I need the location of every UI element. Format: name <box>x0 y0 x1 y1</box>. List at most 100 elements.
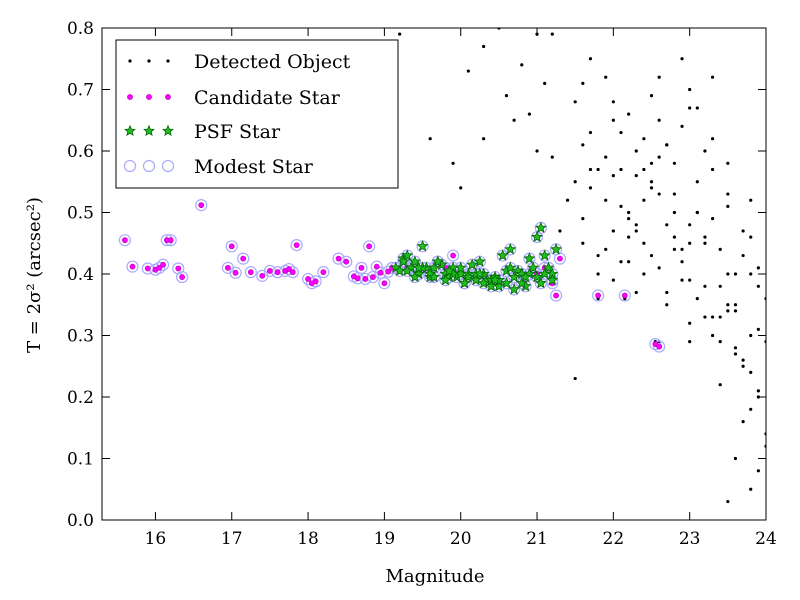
detected-object-point <box>581 143 585 147</box>
detected-object-point <box>588 57 593 61</box>
psf-star-point <box>439 273 452 286</box>
x-tick-label: 20 <box>450 529 472 549</box>
x-tick-label: 17 <box>221 529 243 549</box>
detected-object-point <box>657 75 661 79</box>
detected-object-point <box>726 309 730 313</box>
detected-object-point <box>703 235 707 239</box>
plot-frame <box>101 27 767 521</box>
modest-star-point <box>237 252 250 265</box>
detected-object-point <box>649 94 654 98</box>
detected-object-point <box>710 217 715 221</box>
candidate-star-point <box>293 242 300 248</box>
modest-star-point <box>195 199 208 212</box>
candidate-star-point <box>198 202 205 209</box>
candidate-star-point <box>247 269 254 276</box>
detected-object-point <box>672 192 677 196</box>
detected-object-point <box>703 284 707 288</box>
detected-object-point <box>741 253 745 258</box>
detected-object-point <box>451 161 455 165</box>
modest-star-point <box>446 249 460 262</box>
detected-object-point <box>703 149 707 153</box>
x-axis: 16 17 18 19 20 21 22 23 24 <box>145 28 777 549</box>
candidate-star-point <box>320 269 327 276</box>
psf-star-point <box>469 273 482 286</box>
legend-marker <box>147 59 151 63</box>
detected-object-point <box>710 315 715 319</box>
detected-object-point <box>718 383 722 387</box>
detected-object-point <box>749 487 753 491</box>
psf-star-point <box>527 261 540 273</box>
psf-star-point <box>534 276 547 289</box>
detected-object-point <box>695 297 699 301</box>
detected-object-point <box>627 217 631 221</box>
candidate-star-point <box>354 275 361 282</box>
psf-star-point <box>508 283 521 295</box>
detected-object-point <box>733 352 738 356</box>
detected-object-point <box>703 315 707 319</box>
detected-object-point <box>619 260 623 264</box>
modest-star-point <box>225 240 238 253</box>
detected-object-point <box>634 229 638 233</box>
detected-object-point <box>749 407 753 411</box>
y-axis: 0.0 0.1 0.2 0.3 0.4 0.5 0.6 0.7 0.8 <box>67 19 766 531</box>
detected-object-point <box>634 290 638 295</box>
modest-star-point <box>317 266 330 279</box>
legend-marker <box>123 159 137 173</box>
detected-object-point <box>741 364 745 368</box>
psf-star-point <box>401 264 414 276</box>
detected-object-point <box>703 241 707 245</box>
psf-star-point <box>473 267 486 280</box>
detected-object-point <box>634 223 638 227</box>
x-tick-label: 21 <box>526 529 548 549</box>
y-tick-label: 0.3 <box>67 327 94 347</box>
modest-star-point <box>176 270 189 284</box>
y-tick-label: 0.2 <box>67 388 94 408</box>
candidate-star-point <box>160 261 166 268</box>
psf-star-point <box>397 255 410 267</box>
modest-star-point <box>156 258 170 271</box>
y-tick-label: 0.0 <box>67 511 94 531</box>
detected-object-point <box>733 346 738 350</box>
candidate-star-point <box>156 264 163 271</box>
detected-object-point <box>596 167 600 172</box>
legend-marker <box>143 124 155 137</box>
detected-object-point <box>710 333 715 338</box>
y-tick-label: 0.5 <box>67 204 94 224</box>
psf-star-point <box>462 270 475 283</box>
detected-object-point <box>741 229 745 233</box>
candidate-star-point <box>656 343 663 350</box>
detected-object-point <box>520 63 524 67</box>
detected-object-point <box>649 180 654 184</box>
y-axis-label: T = 2σ² (arcsec²) <box>24 197 45 353</box>
detected-object-point <box>710 137 715 141</box>
detected-object-point <box>642 241 646 245</box>
detected-object-point <box>573 376 577 381</box>
detected-object-point <box>581 241 585 245</box>
modest-star-point <box>550 289 563 302</box>
detected-object-point <box>657 118 661 122</box>
detected-object-point <box>756 266 760 270</box>
detected-object-point <box>733 309 738 313</box>
y-tick-label: 0.8 <box>67 19 94 39</box>
detected-object-point <box>726 204 730 208</box>
detected-object-point <box>695 180 699 184</box>
detected-object-point <box>756 327 760 331</box>
plot-area <box>118 28 766 504</box>
detected-object-point <box>672 161 677 165</box>
legend-marker <box>142 159 156 173</box>
psf-star-point <box>550 243 563 255</box>
detected-object-point <box>749 333 753 338</box>
detected-object-point <box>741 358 745 362</box>
detected-object-point <box>611 100 615 104</box>
modest-star-point <box>301 272 315 286</box>
candidate-star-point <box>373 263 380 270</box>
psf-star-point <box>431 255 444 267</box>
detected-object-point <box>710 167 715 172</box>
detected-object-point <box>543 81 547 85</box>
detected-object-point <box>688 87 692 92</box>
detected-object-point <box>688 241 692 245</box>
detected-object-point <box>756 469 760 473</box>
y-tick-label: 0.4 <box>67 265 94 285</box>
detected-object-point <box>428 137 432 141</box>
psf-star-point <box>428 270 440 283</box>
